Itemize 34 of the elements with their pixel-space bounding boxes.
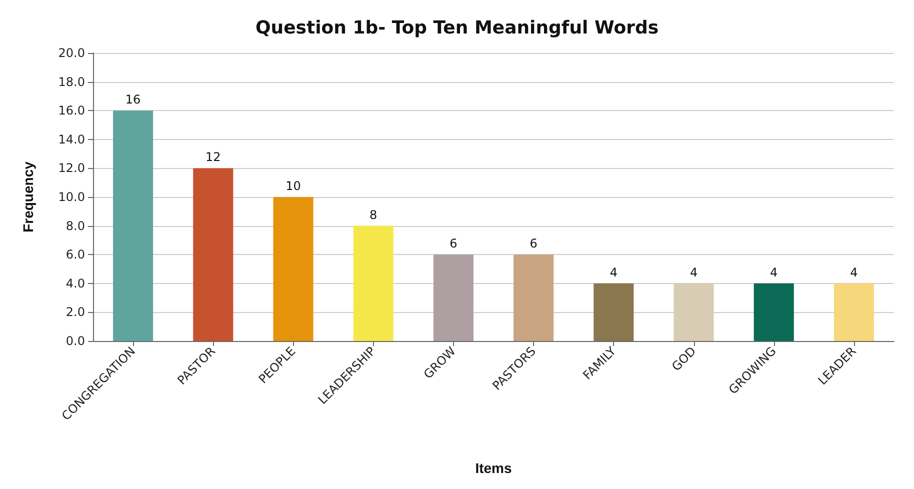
y-tick-label: 4.0 bbox=[66, 276, 85, 290]
bar bbox=[514, 254, 554, 341]
data-label: 4 bbox=[690, 265, 698, 280]
x-axis-title: Items bbox=[475, 460, 512, 476]
data-label: 16 bbox=[125, 92, 141, 107]
bar bbox=[674, 283, 714, 341]
bar bbox=[433, 254, 474, 341]
bar bbox=[273, 197, 314, 341]
y-axis-title: Frequency bbox=[20, 161, 36, 232]
y-tick-label: 14.0 bbox=[58, 132, 85, 146]
bar bbox=[754, 283, 794, 341]
bar bbox=[113, 110, 154, 341]
y-tick-label: 8.0 bbox=[66, 218, 85, 233]
y-tick-label: 6.0 bbox=[66, 248, 85, 262]
data-label: 12 bbox=[206, 150, 221, 164]
y-tick-label: 0.0 bbox=[66, 334, 85, 348]
y-tick-label: 16.0 bbox=[58, 104, 85, 118]
data-label: 10 bbox=[286, 179, 301, 193]
bar bbox=[193, 168, 234, 341]
data-label: 4 bbox=[770, 265, 778, 280]
y-tick-label: 2.0 bbox=[66, 305, 85, 320]
y-tick-label: 12.0 bbox=[58, 161, 85, 176]
bar bbox=[594, 283, 634, 341]
y-tick-label: 18.0 bbox=[58, 74, 85, 89]
y-tick-label: 20.0 bbox=[58, 46, 85, 60]
data-label: 4 bbox=[850, 265, 858, 280]
bar bbox=[353, 226, 394, 341]
y-tick-label: 10.0 bbox=[58, 190, 85, 204]
data-label: 4 bbox=[610, 265, 618, 280]
data-label: 8 bbox=[370, 208, 378, 222]
data-label: 6 bbox=[450, 236, 458, 251]
bar bbox=[834, 283, 874, 341]
chart-title: Question 1b- Top Ten Meaningful Words bbox=[255, 18, 659, 38]
data-label: 6 bbox=[530, 236, 538, 251]
